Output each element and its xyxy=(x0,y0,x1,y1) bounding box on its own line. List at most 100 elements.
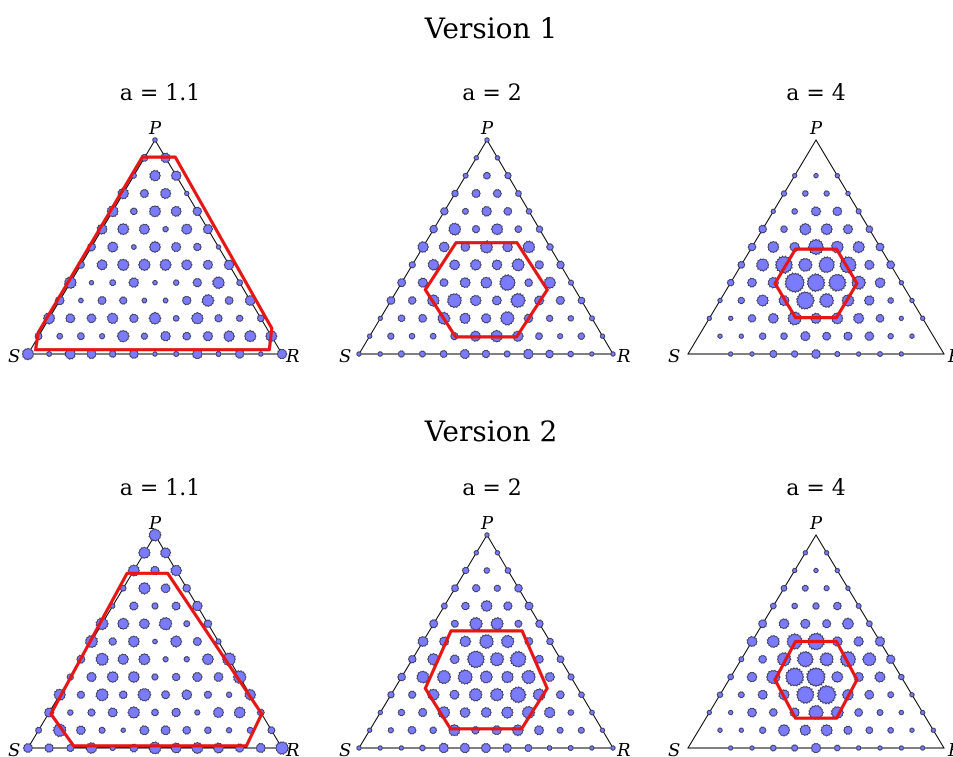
strategy-dot xyxy=(35,726,43,734)
strategy-dot xyxy=(162,225,170,233)
strategy-dot xyxy=(244,329,257,343)
strategy-dot xyxy=(790,350,799,358)
strategy-dot xyxy=(854,708,864,717)
strategy-dot xyxy=(545,637,555,646)
strategy-dot xyxy=(183,620,191,628)
strategy-dot xyxy=(439,207,449,216)
strategy-dot xyxy=(727,673,735,681)
strategy-dot xyxy=(514,583,524,593)
strategy-dot xyxy=(796,685,815,705)
strategy-dot xyxy=(567,279,575,286)
vertex-label-right: R xyxy=(616,740,631,757)
strategy-dot xyxy=(876,350,884,357)
strategy-dot xyxy=(202,259,214,270)
strategy-dot xyxy=(503,206,513,216)
strategy-dot xyxy=(211,276,225,290)
strategy-dot xyxy=(191,671,203,683)
strategy-dot xyxy=(473,155,480,161)
strategy-dot xyxy=(468,687,483,702)
strategy-dot xyxy=(818,256,835,274)
strategy-dot xyxy=(577,726,586,734)
strategy-dot xyxy=(509,650,527,668)
strategy-dot xyxy=(898,709,905,716)
strategy-dot xyxy=(387,727,395,734)
strategy-dot xyxy=(503,350,512,358)
strategy-dot xyxy=(128,277,140,288)
strategy-dot xyxy=(567,315,575,322)
strategy-dot xyxy=(544,349,555,359)
vertex-label-top: P xyxy=(480,513,494,534)
strategy-dot xyxy=(148,741,162,755)
strategy-dot xyxy=(194,709,201,716)
strategy-dot xyxy=(276,348,288,360)
strategy-dot xyxy=(806,272,826,293)
strategy-dot xyxy=(139,189,150,199)
strategy-dot xyxy=(138,653,151,666)
strategy-dot xyxy=(756,258,770,272)
strategy-dot xyxy=(545,243,555,251)
strategy-dot xyxy=(428,619,439,629)
strategy-dot xyxy=(408,332,416,340)
vertex-label-left: S xyxy=(8,346,20,367)
strategy-dot xyxy=(567,350,575,358)
strategy-dot xyxy=(812,602,820,610)
strategy-dot xyxy=(610,351,616,357)
strategy-dot xyxy=(137,258,151,272)
strategy-dot xyxy=(377,351,384,357)
strategy-dot xyxy=(171,707,181,718)
strategy-dot xyxy=(770,208,777,214)
strategy-dot xyxy=(799,222,812,236)
strategy-dot xyxy=(436,669,452,685)
vertex-label-left: S xyxy=(8,740,20,757)
strategy-dot xyxy=(852,240,866,254)
strategy-dot xyxy=(377,709,384,716)
strategy-dot xyxy=(500,310,515,326)
strategy-dot xyxy=(524,278,534,288)
strategy-dot xyxy=(469,294,482,307)
strategy-dot xyxy=(236,279,244,287)
strategy-dot xyxy=(801,190,809,197)
strategy-dot xyxy=(429,332,437,340)
strategy-dot xyxy=(56,332,64,340)
strategy-dot xyxy=(427,258,440,271)
strategy-dot xyxy=(834,350,841,358)
strategy-dot xyxy=(170,170,182,181)
strategy-dot xyxy=(160,690,171,700)
strategy-dot xyxy=(747,242,757,252)
strategy-dot xyxy=(535,619,544,628)
strategy-dot xyxy=(450,584,460,593)
strategy-dot xyxy=(480,706,492,718)
strategy-dot xyxy=(766,634,780,649)
strategy-dot xyxy=(898,351,905,357)
strategy-dot xyxy=(417,241,430,253)
strategy-dot xyxy=(116,329,130,343)
strategy-dot xyxy=(820,724,833,737)
strategy-dot xyxy=(107,241,119,253)
strategy-dot xyxy=(480,276,493,289)
strategy-dot xyxy=(555,690,565,700)
strategy-dot xyxy=(843,331,853,341)
strategy-dot xyxy=(128,313,139,324)
strategy-dot xyxy=(864,331,875,341)
strategy-dot xyxy=(418,350,427,358)
strategy-dot xyxy=(511,258,525,272)
strategy-dot xyxy=(514,225,523,234)
strategy-dot xyxy=(524,743,533,753)
strategy-dot xyxy=(172,315,180,322)
strategy-dot xyxy=(500,706,514,720)
strategy-dot xyxy=(407,296,417,305)
strategy-dot xyxy=(818,292,835,309)
strategy-dot xyxy=(813,567,819,574)
strategy-dot xyxy=(397,672,407,682)
strategy-dot xyxy=(555,295,566,305)
strategy-dot xyxy=(429,224,439,234)
strategy-dot xyxy=(919,709,926,716)
strategy-dot xyxy=(832,601,843,611)
strategy-dot xyxy=(481,349,491,359)
strategy-dot xyxy=(491,259,503,271)
strategy-dot xyxy=(930,727,937,734)
strategy-dot xyxy=(778,618,790,630)
strategy-dot xyxy=(213,706,225,718)
strategy-dot xyxy=(737,691,746,699)
strategy-dot xyxy=(141,297,148,304)
